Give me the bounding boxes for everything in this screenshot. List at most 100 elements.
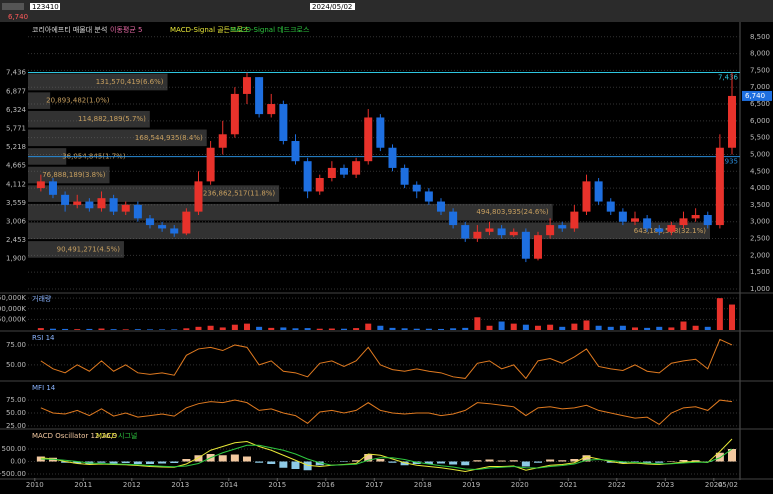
candle-body [533, 235, 542, 259]
oscillator-bar [570, 459, 579, 462]
candle-body [521, 231, 530, 259]
chart-title: 코리아에프티 매물대 분석 [32, 25, 107, 34]
volume-bar [595, 325, 602, 330]
date: 2024/05/02 [312, 3, 352, 11]
y-tick-label: 5,500 [750, 134, 770, 142]
candle-body [97, 198, 106, 209]
profile-level-label: 6,877 [6, 87, 26, 95]
volume-bar [377, 325, 384, 330]
candle-body [315, 178, 324, 192]
oscillator-bar [255, 461, 264, 463]
volume-profile-label: 131,570,419(6.6%) [96, 78, 164, 86]
oscillator-bar [133, 461, 142, 464]
volume-bar [534, 325, 541, 330]
y-tick-label: 7,500 [750, 66, 770, 74]
oscillator-bar [497, 460, 506, 462]
profile-level-label: 4,665 [6, 162, 26, 170]
x-tick-label: 2010 [26, 481, 44, 489]
current-price: 6,740 [8, 13, 28, 21]
candle-body [109, 198, 118, 212]
oscillator-bar [303, 461, 312, 471]
oscillator-bar [521, 461, 530, 467]
y-tick-label: 1,000 [750, 285, 770, 293]
oscillator-bar [691, 460, 700, 462]
candle-body [352, 161, 361, 175]
candle-body [606, 201, 615, 212]
legend-entry: MACD Oscillator 12,26,9 [32, 432, 117, 440]
oscillator-bar [182, 459, 191, 462]
oscillator-bar [339, 461, 348, 462]
volume-bar [425, 328, 432, 330]
volume-bar [328, 328, 335, 330]
y-tick-label: 6,500 [750, 100, 770, 108]
oscillator-bar [315, 461, 324, 466]
oscillator-bar [376, 459, 385, 462]
volume-profile-label: 76,888,189(3.8%) [42, 171, 106, 179]
candle-body [436, 201, 445, 212]
date-input[interactable] [310, 3, 355, 10]
candle-body [145, 218, 154, 226]
x-tick-label: 2013 [171, 481, 189, 489]
oscillator-bar [121, 461, 130, 463]
oscillator-bar [267, 461, 276, 464]
oscillator-bar [145, 461, 154, 464]
volume-profile-label: 114,882,189(5.7%) [78, 115, 146, 123]
volume-profile-bar [28, 110, 150, 128]
candle-body [715, 147, 724, 226]
oscillator-bar [630, 461, 639, 462]
x-tick-label: 2021 [559, 481, 577, 489]
volume-bar [340, 328, 347, 330]
toolbar-button[interactable] [2, 3, 24, 10]
volume-profile-bar [28, 129, 207, 147]
y-tick-label: 50,000K [0, 315, 26, 323]
volume-bar [656, 326, 663, 330]
x-tick-label: 2014 [220, 481, 238, 489]
volume-bar [644, 327, 651, 330]
code-input[interactable] [30, 3, 60, 10]
volume-bar [219, 327, 226, 330]
volume-bar [450, 328, 457, 330]
volume-bar [86, 328, 93, 330]
volume-bar [207, 325, 214, 330]
x-tick-label: 2017 [365, 481, 383, 489]
x-tick-label: 2012 [123, 481, 141, 489]
oscillator-bar [109, 461, 118, 464]
x-tick-label: 2011 [74, 481, 92, 489]
toolbar [0, 0, 773, 22]
y-tick-label: 8,500 [750, 33, 770, 41]
x-tick-label: 2019 [462, 481, 480, 489]
indicator-line [40, 338, 733, 380]
volume-bar [353, 328, 360, 330]
oscillator-bar [461, 461, 470, 466]
volume-profile-bar [28, 241, 124, 258]
candle-body [691, 214, 700, 219]
candle-body [48, 181, 57, 195]
oscillator-bar [509, 460, 518, 462]
candle-body [339, 167, 348, 175]
oscillator-bar [643, 461, 652, 463]
volume-bar [619, 325, 626, 330]
x-end-label: 05/02 [718, 481, 738, 489]
candle-body [267, 104, 276, 115]
volume-bar [522, 324, 529, 330]
candle-body [279, 104, 288, 142]
candle-body [376, 117, 385, 148]
volume-bar [49, 328, 56, 330]
candle-body [303, 161, 312, 192]
oscillator-bar [61, 461, 70, 463]
volume-bar [304, 328, 311, 330]
profile-level-label: 1,900 [6, 255, 26, 263]
macd-line [40, 438, 733, 473]
current-price-box [742, 90, 772, 101]
volume-bar [474, 317, 481, 330]
candle-body [461, 225, 470, 239]
volume-profile-label: 168,544,935(8.4%) [135, 134, 203, 142]
candle-body [618, 211, 627, 222]
volume-bar [498, 321, 505, 330]
volume-bar [680, 321, 687, 330]
panel-title: RSI 14 [32, 334, 55, 342]
profile-level-label: 7,436 [6, 69, 27, 77]
oscillator-bar [558, 460, 567, 462]
current-price-label: 6,740 [745, 92, 765, 100]
volume-bar [365, 323, 372, 330]
